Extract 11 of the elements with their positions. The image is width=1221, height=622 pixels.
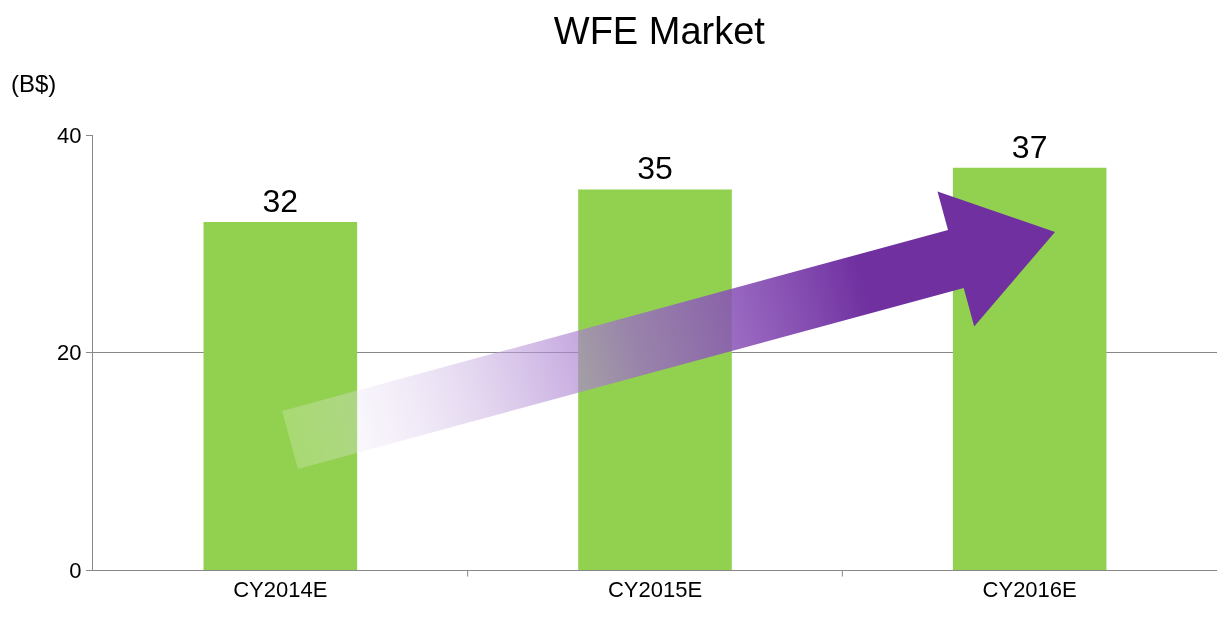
data-label: 37 — [1011, 128, 1048, 165]
y-tick-label: 20 — [57, 340, 82, 366]
x-tick-label: CY2014E — [233, 577, 328, 603]
chart-title: WFE Market — [553, 10, 766, 53]
x-tick-label: CY2016E — [982, 577, 1077, 603]
data-label: 32 — [262, 183, 299, 219]
data-label: 35 — [637, 150, 673, 187]
y-tick-label: 0 — [69, 557, 82, 583]
x-tick-label: CY2015E — [607, 577, 703, 603]
y-axis-title: (B$) — [11, 70, 57, 97]
y-tick-label: 40 — [57, 122, 82, 148]
